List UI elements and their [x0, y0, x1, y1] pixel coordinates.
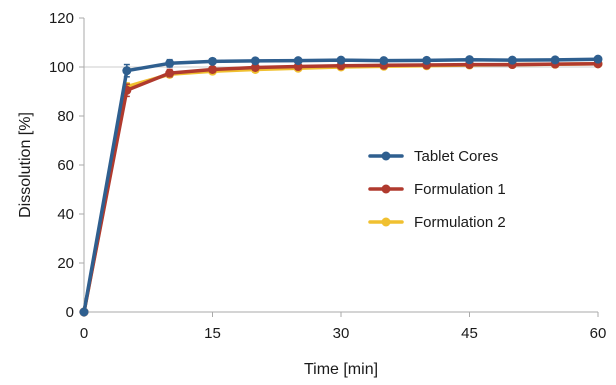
- legend-label: Formulation 1: [414, 181, 506, 198]
- series-line: [82, 62, 600, 314]
- x-axis-title: Time [min]: [304, 361, 378, 378]
- data-point: [593, 54, 603, 64]
- data-point: [250, 62, 260, 72]
- data-point: [165, 68, 175, 78]
- y-tick-label: 60: [57, 157, 74, 174]
- data-point: [422, 55, 432, 65]
- y-tick-label: 40: [57, 206, 74, 223]
- series-formulation-2: [79, 59, 603, 317]
- legend-swatch-marker: [381, 151, 391, 161]
- data-point: [122, 66, 132, 76]
- x-tick-label: 60: [590, 325, 607, 342]
- y-tick-label: 0: [66, 304, 74, 321]
- y-tick-label: 100: [49, 59, 74, 76]
- legend-swatch-marker: [381, 184, 391, 194]
- series-tablet-cores: [79, 54, 603, 317]
- y-tick-label: 20: [57, 255, 74, 272]
- data-point: [379, 56, 389, 66]
- data-point: [336, 55, 346, 65]
- x-tick-label: 15: [204, 325, 221, 342]
- x-tick-label: 0: [80, 325, 88, 342]
- data-point: [293, 56, 303, 66]
- series-line: [82, 57, 600, 314]
- data-point: [550, 55, 560, 65]
- series-line: [82, 62, 600, 314]
- x-tick-label: 45: [461, 325, 478, 342]
- y-tick-label: 120: [49, 10, 74, 27]
- ticks-layer: 0 20 40 60 80 100 120 0 15 30 45 60: [49, 10, 606, 342]
- x-tick-label: 30: [333, 325, 350, 342]
- data-point: [208, 56, 217, 66]
- data-point: [79, 307, 89, 317]
- series-formulation-1: [79, 59, 603, 317]
- legend-swatch-marker: [381, 217, 391, 227]
- legend-item-tablet-cores: Tablet Cores: [368, 148, 498, 165]
- data-point: [165, 58, 175, 68]
- legend: Tablet Cores Formulation 1 Formulation 2: [368, 148, 506, 231]
- legend-label: Tablet Cores: [414, 148, 498, 165]
- y-axis-title: Dissolution [%]: [17, 112, 34, 218]
- data-point: [208, 64, 217, 74]
- data-point: [465, 55, 474, 65]
- legend-item-formulation-1: Formulation 1: [368, 181, 506, 198]
- y-tick-label: 80: [57, 108, 74, 125]
- series-layer: [79, 54, 603, 317]
- data-point: [507, 55, 517, 65]
- legend-label: Formulation 2: [414, 214, 506, 231]
- legend-item-formulation-2: Formulation 2: [368, 214, 506, 231]
- data-point: [250, 56, 260, 66]
